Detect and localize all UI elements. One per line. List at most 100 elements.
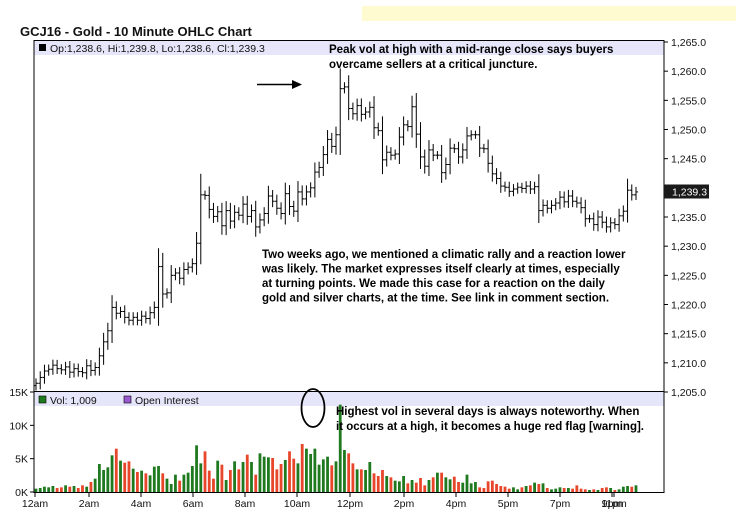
volume-bar — [271, 458, 275, 492]
volume-bar — [309, 454, 313, 492]
volume-bar — [140, 470, 144, 492]
volume-bar — [545, 488, 549, 492]
volume-bar — [313, 448, 317, 492]
time-tick-label: 2am — [79, 498, 100, 510]
last-bar-swatch — [39, 44, 46, 51]
volume-axis: 15K 10K 5K 0K — [9, 387, 34, 499]
volume-bar — [220, 464, 224, 492]
ohlc-bar — [143, 311, 148, 324]
volume-bar — [97, 464, 101, 492]
ohlc-bar — [312, 162, 317, 198]
ohlc-bar — [346, 75, 351, 121]
ohlc-bar — [617, 208, 622, 232]
volume-bar — [524, 486, 528, 492]
volume-bar — [81, 485, 84, 492]
oi-legend-swatch — [123, 395, 132, 404]
volume-bar — [478, 487, 482, 492]
ohlc-bar — [359, 98, 364, 122]
ohlc-bar — [562, 191, 567, 208]
volume-bar — [64, 485, 67, 492]
volume-bars — [34, 404, 638, 492]
ohlc-bar — [473, 130, 478, 139]
volume-bar — [499, 486, 503, 492]
ohlc-bar — [97, 347, 102, 376]
price-panel-header — [34, 41, 664, 55]
volume-bar — [59, 487, 63, 492]
ohlc-bar — [50, 359, 55, 375]
ohlc-bar — [587, 214, 592, 223]
volume-bar — [199, 463, 203, 492]
ohlc-bar — [422, 149, 427, 174]
volume-bar — [592, 489, 596, 492]
ohlc-bar — [279, 202, 284, 220]
volume-bar — [566, 488, 570, 492]
volume-bar — [76, 488, 80, 492]
ohlc-bar — [418, 122, 423, 169]
volume-bar — [165, 478, 169, 492]
ohlc-bar — [308, 182, 313, 198]
ohlc-bar — [426, 140, 431, 177]
ohlc-bar — [139, 310, 144, 326]
ohlc-bar — [372, 96, 377, 139]
price-tick-label: 1,250.0 — [671, 125, 706, 137]
volume-note-line-1: Highest vol in several days is always no… — [336, 406, 639, 418]
time-tick-label: 4am — [131, 498, 152, 510]
ohlc-bar — [350, 102, 355, 120]
volume-bar — [537, 484, 541, 492]
volume-bar — [571, 488, 575, 492]
volume-bar — [305, 448, 308, 492]
ohlc-bar — [570, 190, 575, 208]
ohlc-bar — [600, 211, 605, 229]
volume-bar — [457, 482, 460, 492]
volume-bar — [38, 488, 42, 492]
time-tick-label: 12am — [22, 498, 49, 510]
time-tick-label: 12pm — [337, 498, 364, 510]
price-tick-label: 1,230.0 — [671, 241, 706, 253]
volume-bar — [410, 480, 414, 492]
ohlc-bar — [177, 267, 182, 285]
ohlc-bar — [186, 262, 191, 275]
ohlc-bar — [262, 207, 267, 227]
ohlc-bar — [203, 190, 208, 200]
price-tick-label: 1,220.0 — [671, 300, 706, 312]
ohlc-bar — [249, 204, 254, 223]
volume-bar — [47, 487, 51, 492]
ohlc-bar — [579, 197, 584, 214]
volume-bar — [364, 470, 367, 492]
ohlc-bar — [236, 207, 241, 221]
volume-bar — [292, 458, 296, 492]
ohlc-bar — [93, 362, 98, 376]
volume-bar — [579, 488, 583, 492]
ohlc-bar — [173, 268, 178, 281]
vol-legend-label: Vol: 1,009 — [50, 395, 97, 407]
time-tick-label: 10am — [284, 498, 311, 510]
last-price-tag — [664, 184, 709, 199]
volume-bar — [338, 404, 342, 492]
ohlc-bar — [72, 363, 77, 378]
volume-bar — [528, 485, 532, 492]
ohlc-bar — [397, 127, 402, 165]
ohlc-bar — [401, 116, 406, 146]
ohlc-bar — [604, 216, 609, 233]
volume-bar — [621, 486, 625, 492]
volume-bar — [123, 462, 127, 492]
volume-bar — [465, 474, 469, 492]
ohlc-bar — [376, 122, 381, 136]
volume-bar — [34, 488, 38, 492]
volume-bar — [461, 482, 465, 492]
ohlc-bar — [190, 258, 195, 273]
ohlc-bar — [198, 173, 203, 265]
volume-bar — [347, 453, 351, 492]
last-bar-info: Op:1,238.6, Hi:1,239.8, Lo:1,238.6, Cl:1… — [50, 43, 265, 55]
ohlc-bar — [481, 143, 486, 154]
volume-bar — [330, 465, 334, 492]
volume-bar — [55, 488, 59, 492]
volume-bar — [533, 482, 536, 492]
ohlc-bar — [114, 301, 119, 320]
ohlc-bar — [456, 141, 461, 164]
ohlc-bar — [460, 143, 465, 164]
volume-bar — [169, 484, 173, 492]
ohlc-bar — [126, 312, 131, 326]
ohlc-bar — [574, 196, 579, 208]
volume-bar — [588, 490, 591, 492]
